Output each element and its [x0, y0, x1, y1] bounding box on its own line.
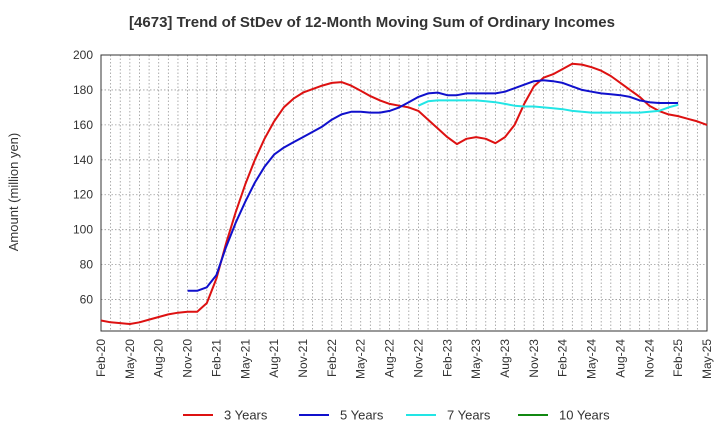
y-tick-label: 200 [73, 48, 93, 62]
legend-label-3-years: 3 Years [224, 408, 268, 423]
x-tick-label: Aug-20 [152, 339, 166, 378]
legend-label-7-years: 7 Years [447, 408, 491, 423]
x-tick-label: Nov-24 [642, 339, 656, 378]
series-line-7-years [417, 99, 679, 114]
plot-area [100, 54, 708, 332]
chart-title: [4673] Trend of StDev of 12-Month Moving… [129, 14, 615, 31]
x-tick-label: Feb-20 [94, 339, 108, 377]
y-tick-label: 180 [73, 83, 93, 97]
legend-label-5-years: 5 Years [340, 408, 384, 423]
x-tick-label: May-23 [469, 339, 483, 379]
y-axis: 60 80 100 120 140 160 180 200 [73, 48, 93, 307]
series-line-5-years [187, 79, 679, 292]
x-tick-label: Feb-21 [209, 339, 223, 377]
x-tick-label: Aug-21 [267, 339, 281, 378]
legend-label-10-years: 10 Years [559, 408, 610, 423]
x-tick-label: Nov-23 [527, 339, 541, 378]
grid [101, 54, 707, 331]
x-tick-label: Nov-20 [181, 339, 195, 378]
y-tick-label: 160 [73, 118, 93, 132]
y-tick-label: 120 [73, 188, 93, 202]
y-tick-label: 140 [73, 153, 93, 167]
y-axis-label: Amount (million yen) [6, 133, 21, 252]
x-tick-label: May-22 [354, 339, 368, 379]
series-line-3-years [100, 62, 708, 325]
x-axis: Feb-20 May-20 Aug-20 Nov-20 Feb-21 May-21 Aug-… [94, 339, 714, 379]
x-tick-label: Feb-24 [556, 339, 570, 377]
x-tick-label: Feb-25 [671, 339, 685, 377]
x-tick-label: Feb-23 [440, 339, 454, 377]
x-tick-label: Aug-23 [498, 339, 512, 378]
x-tick-label: Nov-21 [296, 339, 310, 378]
x-tick-label: May-20 [123, 339, 137, 379]
legend: 3 Years 5 Years 7 Years 10 Years [183, 408, 610, 423]
x-tick-label: May-24 [585, 339, 599, 379]
x-tick-label: Feb-22 [325, 339, 339, 377]
x-tick-label: Aug-24 [613, 339, 627, 378]
x-tick-label: May-25 [700, 339, 714, 379]
y-tick-label: 60 [80, 293, 94, 307]
x-tick-label: May-21 [238, 339, 252, 379]
x-tick-label: Nov-22 [411, 339, 425, 378]
x-tick-label: Aug-22 [383, 339, 397, 378]
y-tick-label: 100 [73, 223, 93, 237]
y-tick-label: 80 [80, 258, 94, 272]
series-lines [100, 62, 708, 325]
